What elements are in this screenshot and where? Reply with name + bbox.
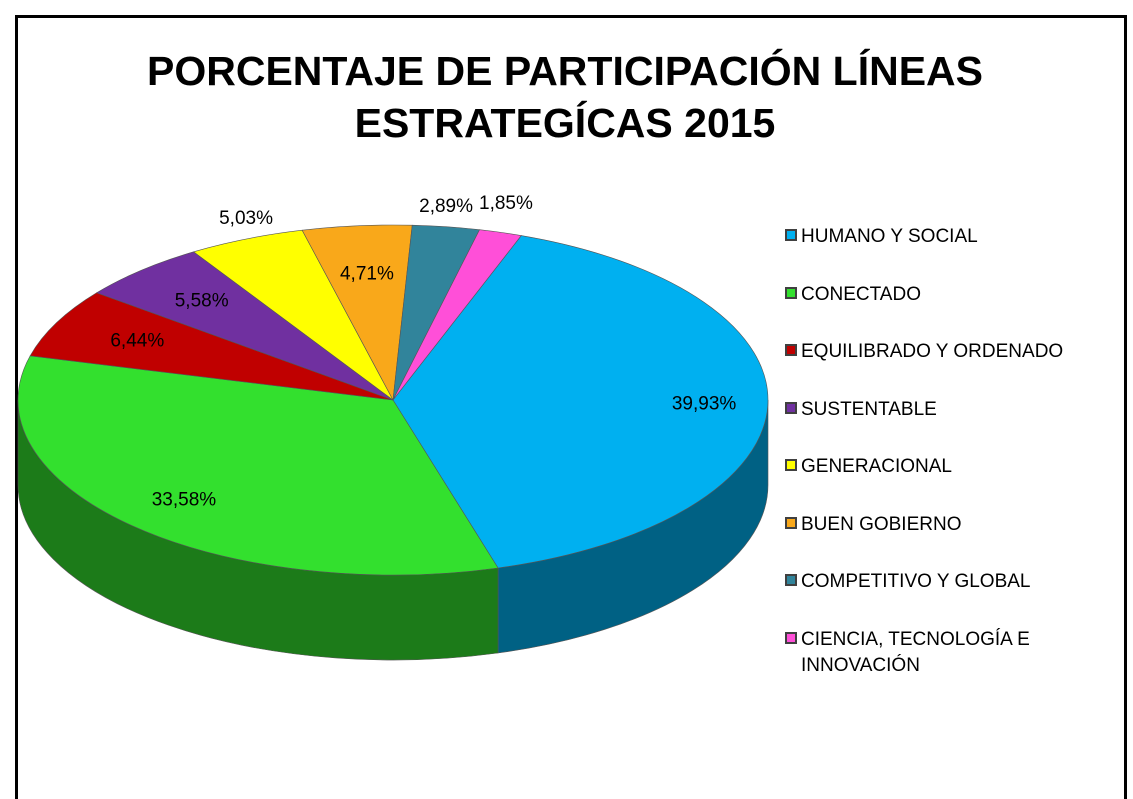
data-label: 5,03% <box>219 208 273 229</box>
legend-label: SUSTENTABLE <box>801 398 937 420</box>
legend-label: COMPETITIVO Y GLOBAL <box>801 571 1031 592</box>
legend-swatch <box>785 631 797 644</box>
slice <box>392 235 769 569</box>
legend-label: HUMANO Y SOCIAL <box>801 226 978 247</box>
data-label: 5,58% <box>175 290 229 311</box>
data-label: 1,85% <box>479 193 533 214</box>
data-label: 2,89% <box>419 196 473 217</box>
slice <box>392 229 522 401</box>
legend-swatch <box>785 574 797 586</box>
legend-item: CONECTADO <box>785 282 1125 340</box>
legend-swatch <box>785 459 797 471</box>
legend-swatch <box>785 516 797 529</box>
legend-item: SUSTENTABLE <box>785 397 1125 455</box>
legend-item: HUMANO Y SOCIAL <box>785 224 1125 282</box>
legend-item: EQUILIBRADO Y ORDENADO <box>785 339 1125 397</box>
legend-swatch <box>785 401 797 414</box>
chart-title: PORCENTAJE DE PARTICIPACIÓN LÍNEAS ESTRA… <box>146 48 983 146</box>
legend-item: BUEN GOBIERNO <box>785 512 1125 570</box>
legend-swatch <box>785 229 797 241</box>
slice <box>29 292 394 401</box>
chart-frame <box>15 15 1127 799</box>
legend-label: EQUILIBRADO Y ORDENADO <box>801 341 1064 362</box>
legend-label: BUEN GOBIERNO <box>801 513 962 535</box>
legend: HUMANO Y SOCIAL CONECTADO EQUILIBRADO Y OR… <box>785 224 1125 684</box>
legend-item: CIENCIA, TECNOLOGÍA E INNOVACIÓN <box>785 627 1125 685</box>
pie-tops <box>17 224 769 576</box>
data-label: 4,71% <box>340 264 394 285</box>
legend-label: GENERACIONAL <box>801 456 952 477</box>
legend-swatch <box>785 344 797 356</box>
legend-label: CONECTADO <box>801 283 921 305</box>
data-label: 33,58% <box>152 489 217 510</box>
slice <box>95 251 394 401</box>
data-label: 6,44% <box>110 330 164 351</box>
legend-item: COMPETITIVO Y GLOBAL <box>785 569 1125 627</box>
legend-swatch <box>785 286 797 299</box>
data-label: 39,93% <box>672 394 737 415</box>
slice <box>17 355 499 576</box>
legend-item: GENERACIONAL <box>785 454 1125 512</box>
legend-label: CIENCIA, TECNOLOGÍA E INNOVACIÓN <box>801 628 1030 676</box>
